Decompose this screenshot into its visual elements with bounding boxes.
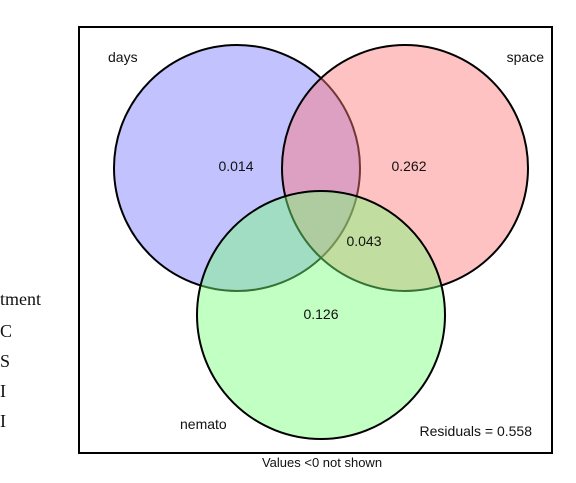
legend-line-3: S [0, 351, 10, 371]
region-center: 0.043 [346, 233, 381, 249]
plot-frame [78, 26, 553, 454]
residuals-label: Residuals = 0.558 [420, 423, 533, 439]
region-space-only: 0.262 [391, 158, 426, 174]
set-label-nemato: nemato [180, 416, 227, 432]
legend-line-4: I [0, 381, 6, 401]
region-nemato-only: 0.126 [303, 306, 338, 322]
left-legend: tment C S I I [0, 289, 41, 431]
legend-line-5: I [0, 411, 6, 431]
set-label-days: days [108, 49, 138, 65]
space-circle [281, 44, 529, 292]
legend-line-1: tment [0, 289, 41, 309]
set-label-space: space [507, 49, 545, 65]
footer-note: Values <0 not shown [262, 455, 382, 470]
region-days-only: 0.014 [218, 158, 253, 174]
nemato-circle [196, 190, 446, 440]
legend-line-2: C [0, 321, 12, 341]
